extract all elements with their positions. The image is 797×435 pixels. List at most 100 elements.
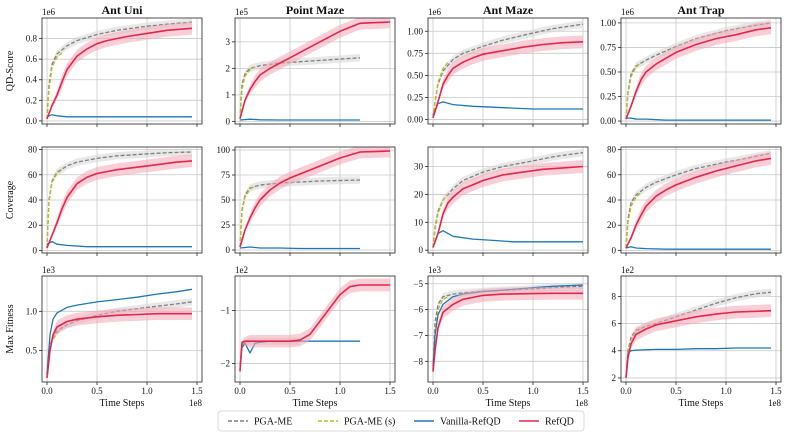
refqd-line [625,157,772,249]
y-tick-label: 40 [607,195,617,205]
axes-frame [427,17,589,125]
y-offset-label: 1e6 [42,7,55,17]
y-axis-title: Max Fitness [5,304,16,353]
pga-me-band [433,20,583,118]
x-tick-label: 1.0 [527,386,539,396]
refqd-line [239,150,391,248]
y-tick-label: 0.00 [600,116,616,126]
y-offset-label: 1e3 [42,265,55,275]
subplot-1-1: 0.0 0.2 0.4 0.6 0.8 1e6 Ant Uni QD-Score [5,3,203,127]
x-tick-label: 0.5 [670,386,682,396]
y-offset-label: 1e2 [621,265,634,275]
refqd-line [432,165,584,248]
y-tick-label: 75 [221,170,231,180]
x-tick-label: 0.0 [234,386,246,396]
y-tick-label: 0.6 [26,54,38,64]
y-tick-label: 80 [607,145,617,155]
pga-me-line [46,21,193,119]
y-offset-label: 1e6 [428,7,441,17]
subplot-title: Ant Uni [101,3,143,17]
refqd-line [625,309,772,378]
subplot-3-2: 0.0 0.5 1.0 1.5 −2 −1 1e2 Time Steps [220,265,396,409]
y-tick-label: 0 [226,116,231,126]
y-tick-label: 0.4 [26,75,38,85]
y-tick-label: 0.0 [26,116,38,126]
vanilla-refqd-line [46,240,192,248]
refqd-band [47,21,192,119]
subplot-title: Ant Trap [677,3,725,17]
pga-me-band [240,54,360,119]
legend-label-vanilla-refqd: Vanilla-RefQD [440,417,501,428]
legend-label-refqd: RefQD [545,417,574,428]
pga-me-s-line [625,191,642,249]
refqd-line [46,160,193,249]
pga-me-line [239,179,361,248]
refqd-band [47,307,192,379]
pga-me-s-line [239,66,256,119]
y-tick-label: 0.75 [600,42,616,52]
legend: PGA-ME PGA-ME (s) Vanilla-RefQD RefQD [217,410,585,432]
refqd-line [239,284,390,372]
y-tick-label: 0.8 [26,34,38,44]
axes-frame [234,275,396,383]
axes-frame [427,146,589,254]
pga-me-s-line [46,169,63,249]
y-tick-label: −2 [220,358,230,368]
y-tick-label: 0.75 [407,48,423,58]
y-tick-label: 60 [607,170,617,180]
y-tick-label: 0.2 [26,95,37,105]
x-tick-label: 1.5 [577,386,589,396]
x-axis-title: Time Steps [293,398,338,409]
refqd-band [47,154,192,248]
y-tick-label: 0.5 [26,346,38,356]
subplot-3-3: 0.0 0.5 1.0 1.5 −8 −7 −6 −5 1e3 1e8 Time Steps [413,265,589,409]
pga-me-s-line [625,61,642,120]
y-tick-label: 0.25 [407,93,423,103]
refqd-band [240,278,390,372]
refqd-line [432,41,584,119]
vanilla-refqd-line [239,118,360,121]
y-tick-label: 0.50 [407,70,423,80]
y-tick-label: 1.00 [600,18,616,28]
x-tick-label: 0.5 [284,386,296,396]
y-axis-title: QD-Score [5,50,16,91]
x-tick-label: 1.0 [334,386,346,396]
y-tick-label: 2 [226,63,231,73]
refqd-line [432,292,583,372]
y-tick-label: 100 [217,145,231,155]
y-offset-label: 1e2 [235,265,248,275]
subplot-2-2: 0 25 50 75 100 [217,145,396,256]
axes-frame [427,275,589,383]
subplot-title: Point Maze [286,3,345,17]
refqd-line [46,312,192,379]
y-tick-label: −8 [413,356,423,366]
refqd-band [240,147,390,247]
y-tick-label: 0 [612,245,617,255]
y-tick-label: 20 [414,189,424,199]
x-offset-label: 1e8 [575,398,588,408]
x-tick-label: 0.5 [91,386,103,396]
vanilla-refqd-line [432,230,583,248]
vanilla-refqd-line [46,288,193,375]
x-tick-label: 0.5 [477,386,489,396]
x-tick-label: 0.0 [41,386,53,396]
refqd-band [626,304,771,378]
y-tick-label: 8 [612,291,617,301]
x-tick-label: 1.5 [191,386,203,396]
pga-me-s-line [432,193,449,248]
legend-label-pga-me: PGA-ME [254,417,292,428]
vanilla-refqd-line [626,117,771,121]
subplot-title: Ant Maze [483,3,534,17]
pga-me-band [626,288,771,377]
y-tick-label: 30 [414,162,424,172]
vanilla-refqd-line [625,347,771,377]
y-tick-label: 0.25 [600,92,616,102]
vanilla-refqd-line [46,114,192,118]
vanilla-refqd-line [625,246,771,250]
x-axis-title: Time Steps [100,398,145,409]
y-tick-label: 40 [28,195,38,205]
subplot-2-4: 0 20 40 60 80 [607,145,782,256]
x-axis-title: Time Steps [486,398,531,409]
y-tick-label: 0 [419,245,424,255]
refqd-band [433,160,583,248]
